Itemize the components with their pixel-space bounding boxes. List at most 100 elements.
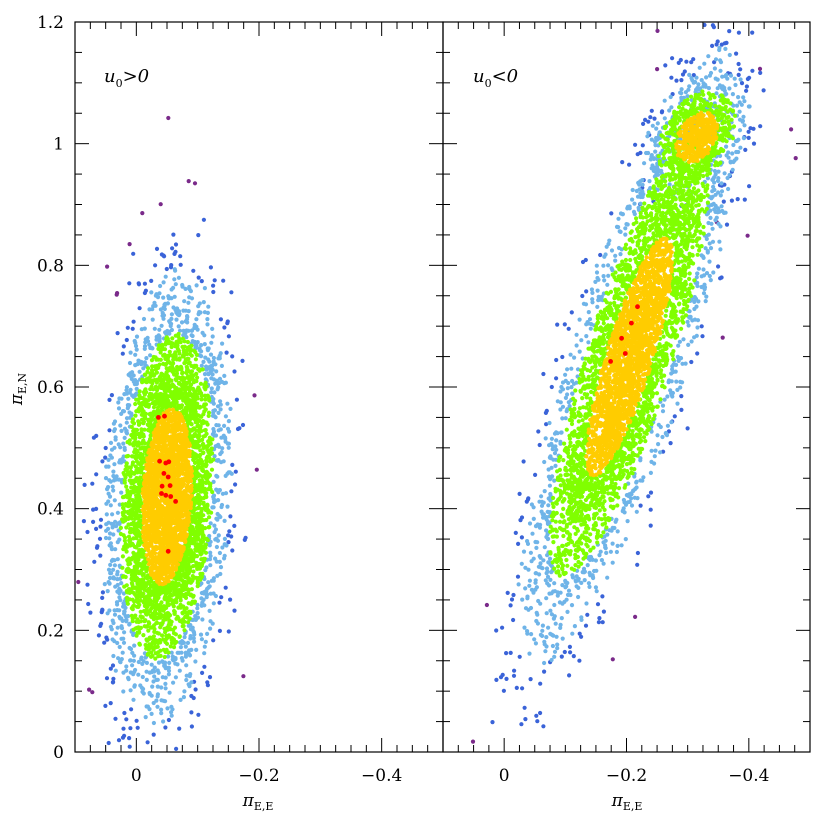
scatter-point — [169, 287, 174, 292]
scatter-point — [119, 657, 124, 662]
scatter-point — [124, 337, 129, 343]
scatter-point — [142, 427, 147, 432]
scatter-point — [94, 433, 99, 438]
scatter-point — [209, 467, 215, 472]
scatter-point — [169, 296, 174, 301]
scatter-point — [106, 499, 111, 504]
scatter-point — [120, 554, 125, 559]
scatter-point — [113, 668, 118, 673]
scatter-point — [123, 605, 128, 611]
scatter-point — [182, 628, 187, 633]
scatter-point — [141, 591, 146, 596]
scatter-point — [226, 445, 231, 450]
scatter-point — [226, 419, 231, 424]
scatter-point — [201, 300, 206, 305]
scatter-point — [196, 367, 201, 372]
scatter-point — [116, 656, 121, 661]
scatter-point — [225, 504, 230, 509]
scatter-point — [152, 626, 157, 632]
scatter-point — [208, 553, 213, 559]
scatter-point — [158, 357, 163, 362]
scatter-point — [128, 726, 133, 731]
scatter-point — [193, 357, 198, 362]
scatter-point — [127, 621, 132, 627]
scatter-point — [191, 268, 196, 273]
scatter-point — [122, 480, 127, 485]
scatter-point — [209, 390, 214, 395]
scatter-point — [212, 523, 217, 528]
scatter-point — [225, 426, 231, 431]
scatter-point — [127, 281, 132, 286]
scatter-point — [131, 697, 136, 702]
scatter-point — [161, 719, 166, 724]
scatter-point — [118, 598, 123, 603]
scatter-point — [108, 701, 113, 706]
scatter-point — [108, 479, 113, 484]
scatter-point — [117, 537, 122, 542]
scatter-point — [153, 551, 158, 556]
scatter-point — [113, 437, 118, 442]
scatter-point — [199, 279, 204, 284]
scatter-point — [153, 303, 158, 308]
scatter-point — [214, 458, 219, 463]
scatter-point — [98, 524, 103, 529]
scatter-point — [180, 371, 185, 376]
scatter-point — [252, 393, 257, 398]
scatter-point — [111, 680, 116, 685]
scatter-point — [233, 482, 238, 487]
scatter-point — [116, 406, 122, 411]
scatter-point — [188, 289, 193, 294]
scatter-point — [194, 283, 199, 288]
scatter-point — [173, 661, 178, 666]
scatter-point — [131, 319, 136, 324]
scatter-point — [240, 358, 245, 363]
scatter-point — [167, 331, 172, 336]
scatter-point — [159, 711, 164, 716]
scatter-point — [171, 631, 177, 636]
scatter-point — [177, 351, 182, 356]
scatter-point — [137, 306, 142, 311]
scatter-point — [160, 675, 165, 680]
scatter-point — [201, 501, 206, 506]
scatter-point — [200, 330, 205, 335]
scatter-point — [124, 668, 129, 673]
scatter-point — [112, 445, 117, 450]
scatter-point — [146, 404, 151, 409]
scatter-point — [176, 275, 181, 280]
scatter-point — [223, 473, 228, 478]
scatter-point — [131, 658, 136, 663]
scatter-point — [166, 717, 171, 723]
scatter-point — [128, 387, 133, 392]
scatter-point — [176, 324, 181, 329]
scatter-point — [94, 472, 99, 477]
scatter-point — [114, 292, 119, 297]
scatter-point — [163, 274, 168, 279]
scatter-point — [130, 326, 135, 331]
scatter-point — [164, 647, 169, 652]
scatter-point — [204, 458, 209, 463]
scatter-point — [141, 633, 146, 638]
scatter-point — [126, 453, 131, 459]
scatter-point — [108, 541, 113, 546]
scatter-point — [212, 530, 217, 535]
scatter-point — [144, 390, 149, 395]
scatter-point — [183, 286, 188, 291]
scatter-point — [112, 558, 117, 563]
scatter-point — [177, 634, 182, 639]
scatter-point — [137, 630, 142, 635]
scatter-point — [112, 612, 118, 617]
scatter-point — [115, 640, 120, 646]
scatter-point — [121, 441, 126, 446]
scatter-point — [186, 682, 191, 687]
scatter-point — [187, 295, 192, 300]
scatter-point — [112, 427, 117, 432]
scatter-point — [125, 601, 130, 606]
scatter-point — [114, 600, 120, 605]
scatter-point — [146, 620, 151, 625]
scatter-point — [121, 689, 126, 694]
scatter-point — [185, 620, 191, 625]
scatter-point — [210, 413, 215, 418]
scatter-point — [168, 265, 174, 270]
scatter-point — [158, 202, 163, 207]
scatter-point — [82, 482, 87, 487]
